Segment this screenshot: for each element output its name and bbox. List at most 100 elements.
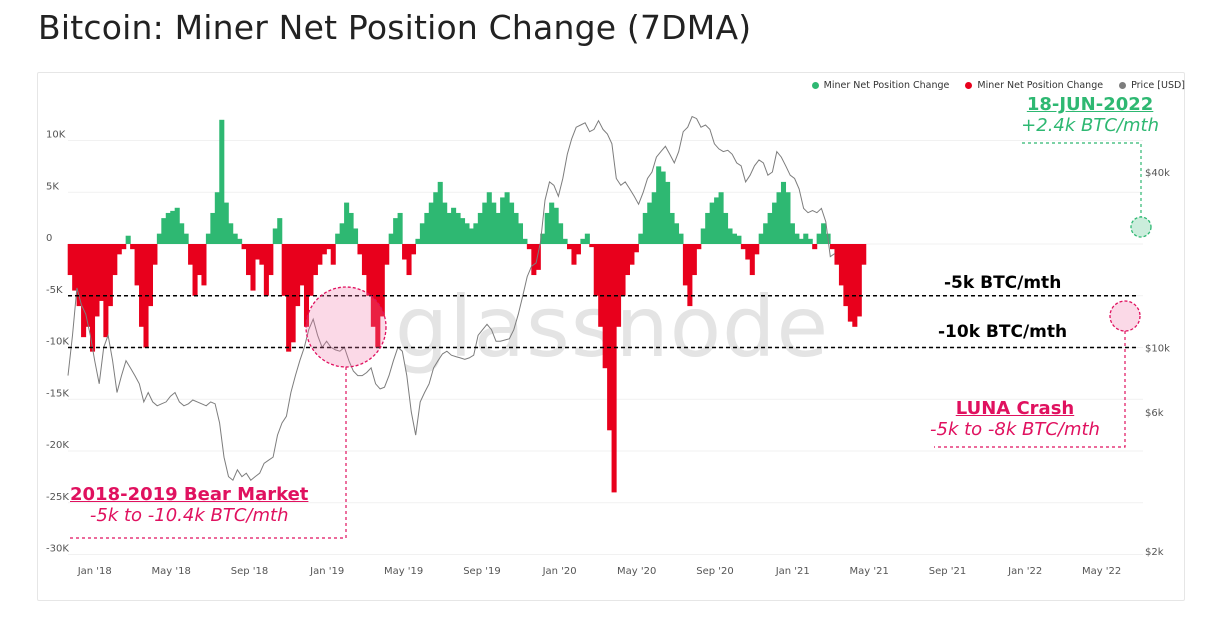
annotation-june: 18-JUN-2022 +2.4k BTC/mth [1021,94,1159,136]
net-position-bar [673,223,680,244]
net-position-bar [250,244,256,291]
net-position-bar [451,207,457,244]
net-position-bar [312,244,318,276]
net-position-bar [678,233,684,244]
net-position-bar [424,212,430,244]
net-position-bar [237,238,243,244]
net-position-bar [295,244,301,307]
net-position-bar [335,233,341,244]
y-right-tick-label: $2k [1145,547,1164,558]
y-left-tick-label: -30K [46,544,69,555]
net-position-bar [731,233,737,244]
legend-label-negative: Miner Net Position Change [977,80,1104,91]
net-position-bar [165,212,171,244]
level-label-10k: -10k BTC/mth [938,322,1068,342]
net-position-bar [589,244,595,248]
net-position-bar [72,244,78,291]
net-position-bar [566,244,573,250]
net-position-bar [491,202,497,244]
net-position-bar [468,228,474,244]
net-position-bar [763,223,769,244]
legend-dot-price [1119,82,1127,89]
net-position-bar [339,223,345,244]
bear-market-circle [305,286,387,368]
net-position-bar [584,233,590,244]
net-position-bar [205,233,211,244]
net-position-bar [638,233,644,244]
net-position-bar [580,238,586,244]
net-position-bar [687,244,693,307]
net-position-bar [393,218,399,244]
net-position-bar [152,244,158,265]
y-left-tick-label: -10K [46,337,69,348]
net-position-bar [259,244,265,265]
net-position-bar [669,212,675,244]
net-position-bar [718,192,724,244]
net-position-bar [81,244,87,338]
net-position-bar [575,244,581,255]
net-position-bar [286,244,292,352]
x-tick-label: May '19 [384,566,423,577]
net-position-bar [330,244,336,265]
net-position-bar [812,244,818,250]
net-position-bar [847,244,853,322]
net-position-bar [531,244,537,276]
net-position-bar [513,212,519,244]
net-position-bar [754,244,760,255]
net-position-bar [419,223,425,244]
net-position-bar [156,233,162,244]
net-position-bar [736,235,742,244]
net-position-bar [277,218,283,244]
net-position-bar [651,192,657,244]
net-position-bar [598,244,604,327]
net-position-bar [112,244,118,276]
net-position-bar [758,233,764,244]
legend-item-negative[interactable]: Miner Net Position Change [965,80,1103,91]
net-position-bar [98,244,104,301]
net-position-bar [402,244,408,260]
chart-frame [37,72,1185,601]
annotation-june-title: 18-JUN-2022 [1026,94,1154,115]
net-position-bar [170,210,176,244]
june-leader [1022,142,1142,217]
y-left-tick-label: -20K [46,440,69,451]
net-position-bar [749,244,755,276]
net-position-bar [192,244,198,296]
net-position-bar [544,212,550,244]
legend-dot-positive [811,82,819,89]
legend-item-price[interactable]: Price [USD] [1119,80,1185,91]
y-left-tick-label: -15K [46,388,69,399]
net-position-bar [223,202,229,244]
net-position-bar [821,223,827,244]
net-position-bar [798,238,804,244]
net-position-bar [482,202,488,244]
net-position-bar [196,244,203,276]
net-position-bar [464,223,470,244]
net-position-bar [428,202,434,244]
x-tick-label: May '22 [1082,566,1121,577]
legend-dot-negative [965,82,973,89]
annotation-luna-title: LUNA Crash [955,398,1075,419]
net-position-bar [526,244,532,250]
net-position-bar [642,212,648,244]
net-position-bar [134,244,140,286]
x-tick-label: Sep '21 [929,566,967,577]
net-position-bar [388,233,394,244]
net-position-bar [415,238,421,244]
net-position-bar [665,181,671,244]
net-position-bar [794,233,800,244]
net-position-bar [410,244,417,255]
net-position-bar [745,244,751,260]
legend-item-positive[interactable]: Miner Net Position Change [811,80,949,91]
net-position-bar [785,192,791,244]
x-tick-label: Sep '19 [463,566,501,577]
y-left-tick-label: -25K [46,492,69,503]
net-position-bar [495,212,501,244]
net-position-bar [214,192,220,244]
net-position-bar [789,223,795,244]
net-position-bar [629,244,635,265]
net-position-bar [442,202,448,244]
net-position-bar [571,244,577,265]
net-position-bar [709,202,715,244]
x-tick-label: Jan '22 [1007,566,1042,577]
